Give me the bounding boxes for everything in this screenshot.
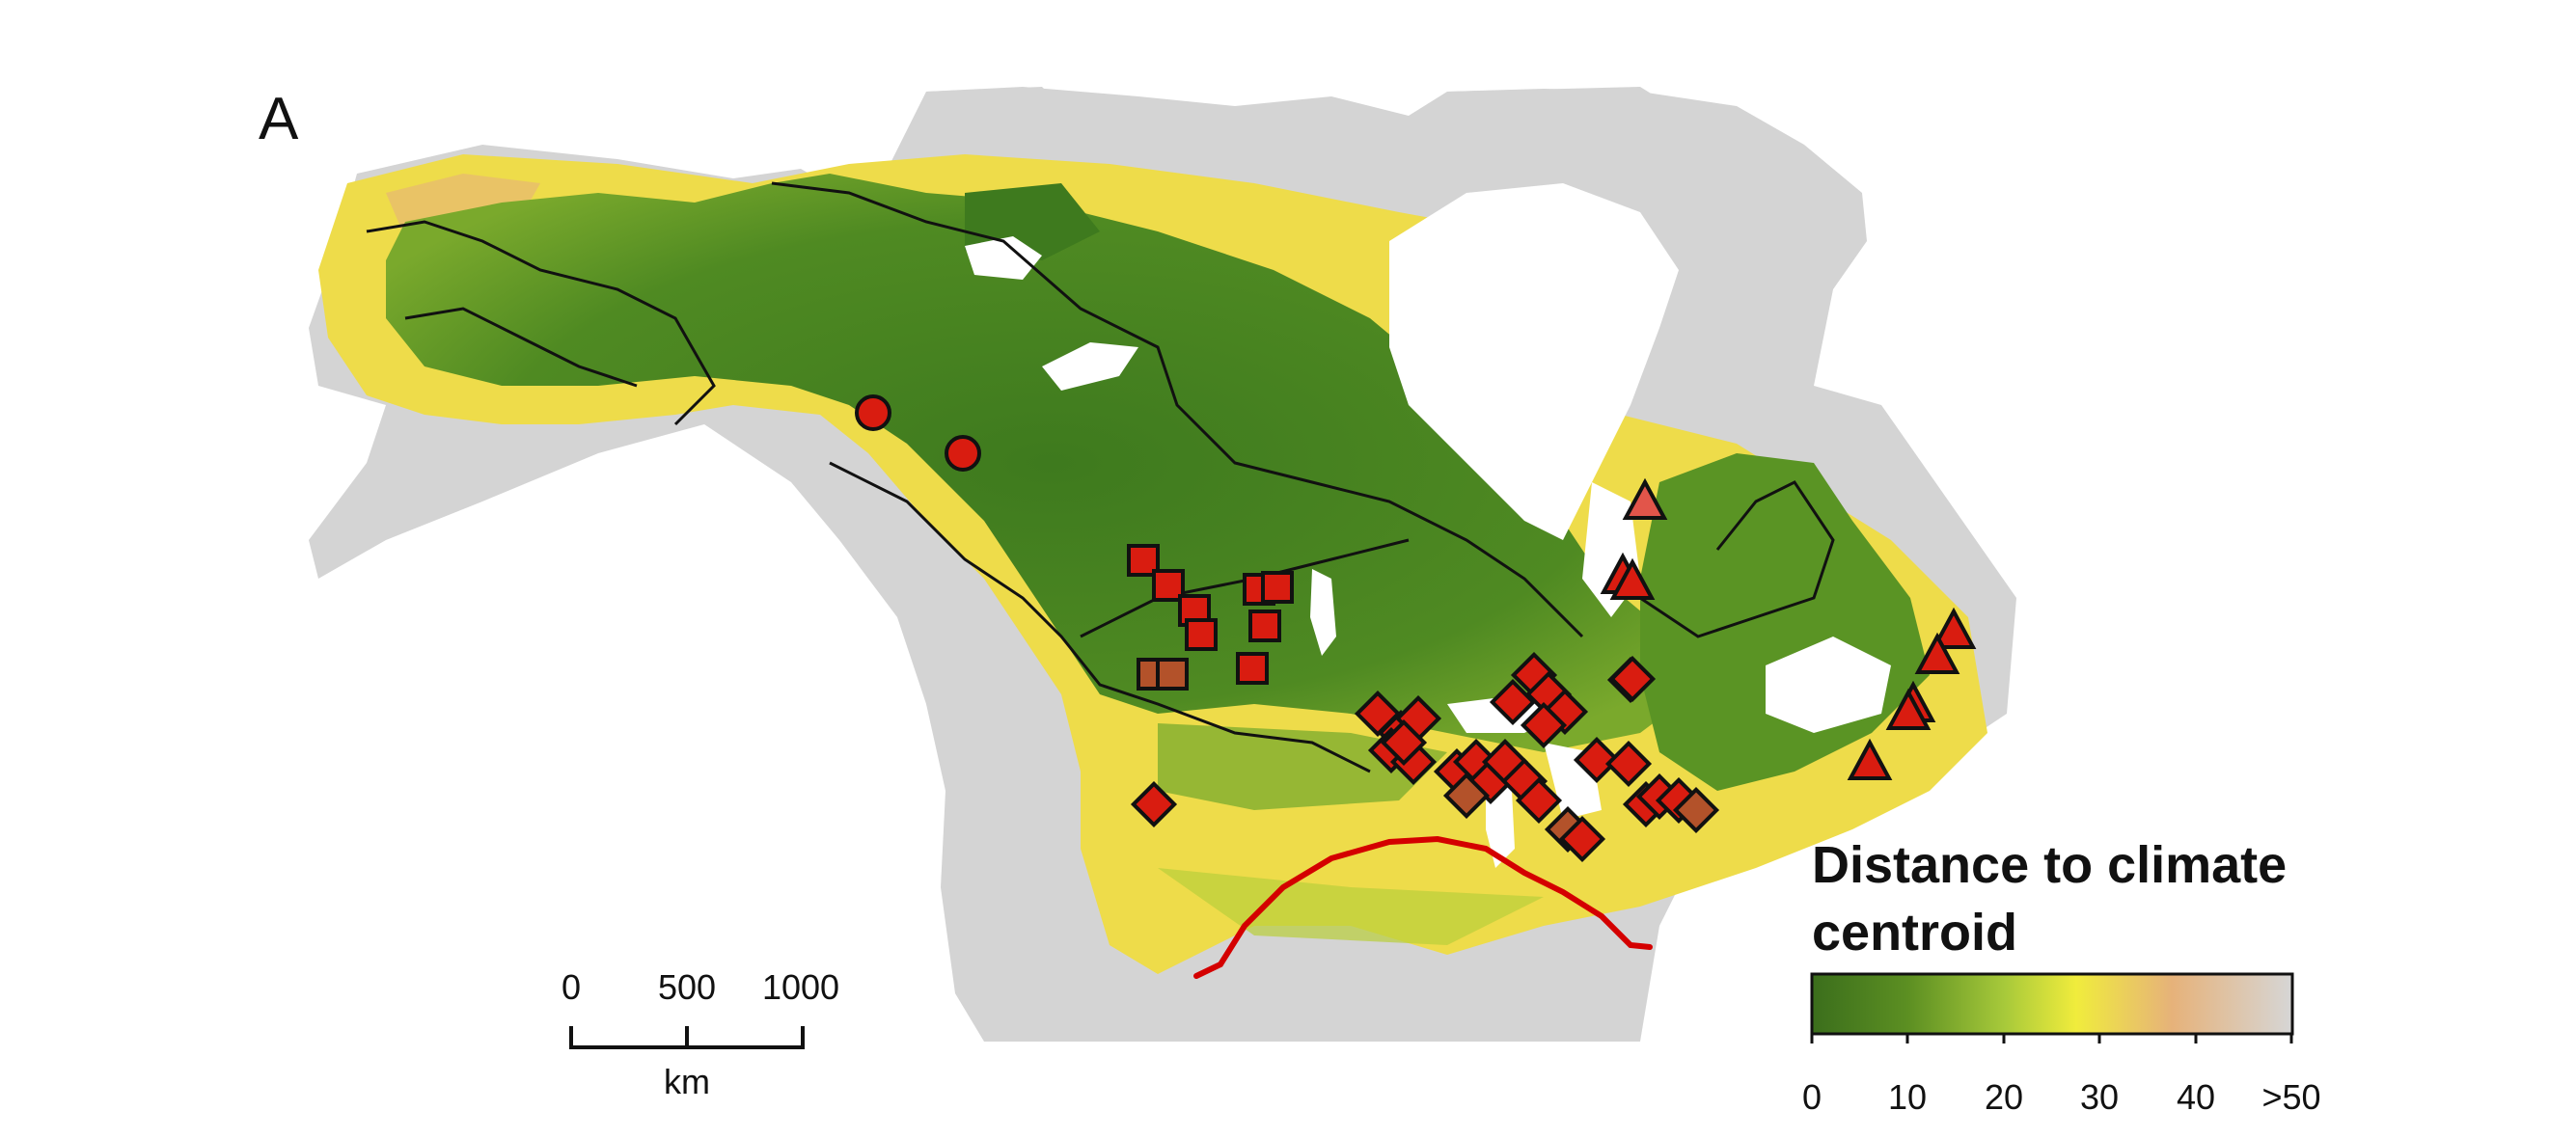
lake-winnipeg — [1310, 569, 1336, 656]
site-marker-diamond — [1558, 815, 1606, 863]
scale-tick-500: 500 — [658, 967, 716, 1007]
site-marker-diamond — [1130, 780, 1178, 828]
site-marker-triangle — [1885, 688, 1932, 730]
legend-colorbar: 0 10 20 30 40 >50 — [1802, 972, 2321, 1117]
hudson-bay — [1389, 183, 1679, 540]
legend-tick-40: 40 — [2177, 1077, 2215, 1117]
legend-tick-20: 20 — [1985, 1077, 2023, 1117]
site-marker-triangle — [1609, 557, 1656, 600]
southern-limit-line — [1193, 835, 1653, 979]
site-marker-diamond — [1442, 772, 1491, 820]
site-marker-diamond — [1380, 718, 1428, 767]
site-marker-diamond — [1520, 701, 1568, 749]
gulf-st-lawrence — [1766, 637, 1891, 733]
scale-tick-1000: 1000 — [762, 967, 839, 1007]
scale-tick-0: 0 — [562, 967, 581, 1007]
site-marker-diamond — [1604, 740, 1653, 788]
legend-tick-10: 10 — [1888, 1077, 1927, 1117]
boundary-lines — [366, 181, 1835, 773]
great-slave-lake — [1042, 342, 1138, 391]
site-marker-square — [1248, 610, 1281, 642]
legend-tick-30: 30 — [2080, 1077, 2119, 1117]
legend-tick-50: >50 — [2261, 1077, 2320, 1117]
legend-title: Distance to climate centroid — [1812, 836, 2288, 962]
site-marker-square — [1156, 658, 1189, 691]
site-marker-triangle — [1847, 738, 1893, 780]
legend-gradient — [1810, 972, 2294, 1036]
site-marker-diamond — [1515, 776, 1563, 825]
panel-label: A — [259, 86, 299, 152]
site-marker-triangle — [1622, 477, 1668, 520]
site-marker-circle — [945, 435, 981, 472]
site-marker-diamond — [1608, 655, 1657, 703]
great-bear-lake — [965, 236, 1042, 280]
site-marker-circle — [855, 394, 891, 431]
site-markers — [855, 394, 1977, 863]
site-marker-triangle — [1931, 607, 1977, 649]
scale-bar: 0 500 1000 km — [562, 967, 839, 1101]
site-marker-diamond — [1489, 678, 1537, 726]
site-marker-diamond — [1573, 736, 1621, 784]
site-marker-square — [1236, 652, 1269, 685]
site-marker-square — [1185, 618, 1218, 651]
site-marker-diamond — [1672, 786, 1720, 834]
site-marker-square — [1261, 571, 1294, 604]
scale-unit: km — [664, 1062, 710, 1101]
site-marker-triangle — [1914, 632, 1960, 674]
legend-tick-0: 0 — [1802, 1077, 1822, 1117]
water-bodies — [965, 183, 1891, 868]
